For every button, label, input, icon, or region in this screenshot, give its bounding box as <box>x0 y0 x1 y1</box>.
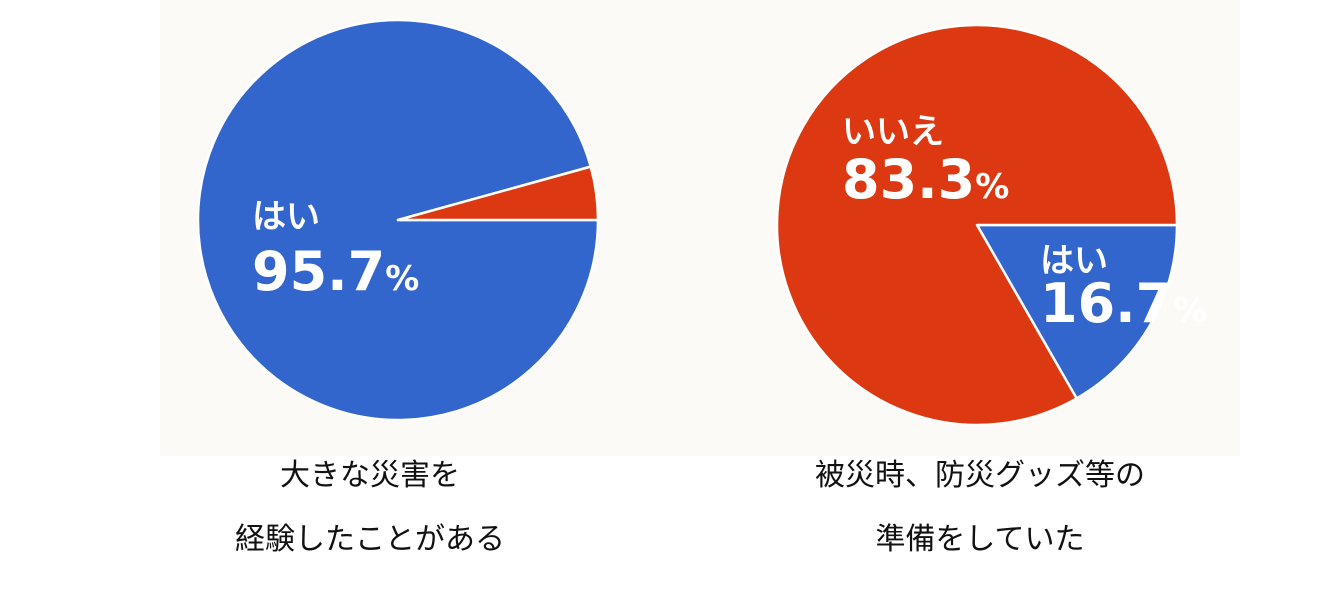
caption-line: 経験したことがある <box>235 522 505 557</box>
slice-label-value: 83.3% <box>842 148 1009 211</box>
caption-line: 大きな災害を <box>280 458 460 493</box>
chart-caption-disaster-experience: 大きな災害を 経験したことがある <box>150 458 590 558</box>
slice-label-name: はい <box>1040 241 1108 281</box>
caption-line: 被災時、防災グッズ等の <box>815 458 1145 493</box>
slice-label-value: 16.7% <box>1040 272 1207 335</box>
chart-caption-preparation: 被災時、防災グッズ等の 準備をしていた <box>760 458 1200 558</box>
slice-label-value: 95.7% <box>252 240 419 303</box>
pie-slice-no <box>775 23 1179 427</box>
pie-slice-yes <box>975 223 1179 400</box>
pie-slice-no <box>396 165 600 222</box>
caption-line: 準備をしていた <box>875 522 1085 557</box>
slice-label-name: はい <box>252 197 320 237</box>
slice-label-name: いいえ <box>842 112 944 152</box>
